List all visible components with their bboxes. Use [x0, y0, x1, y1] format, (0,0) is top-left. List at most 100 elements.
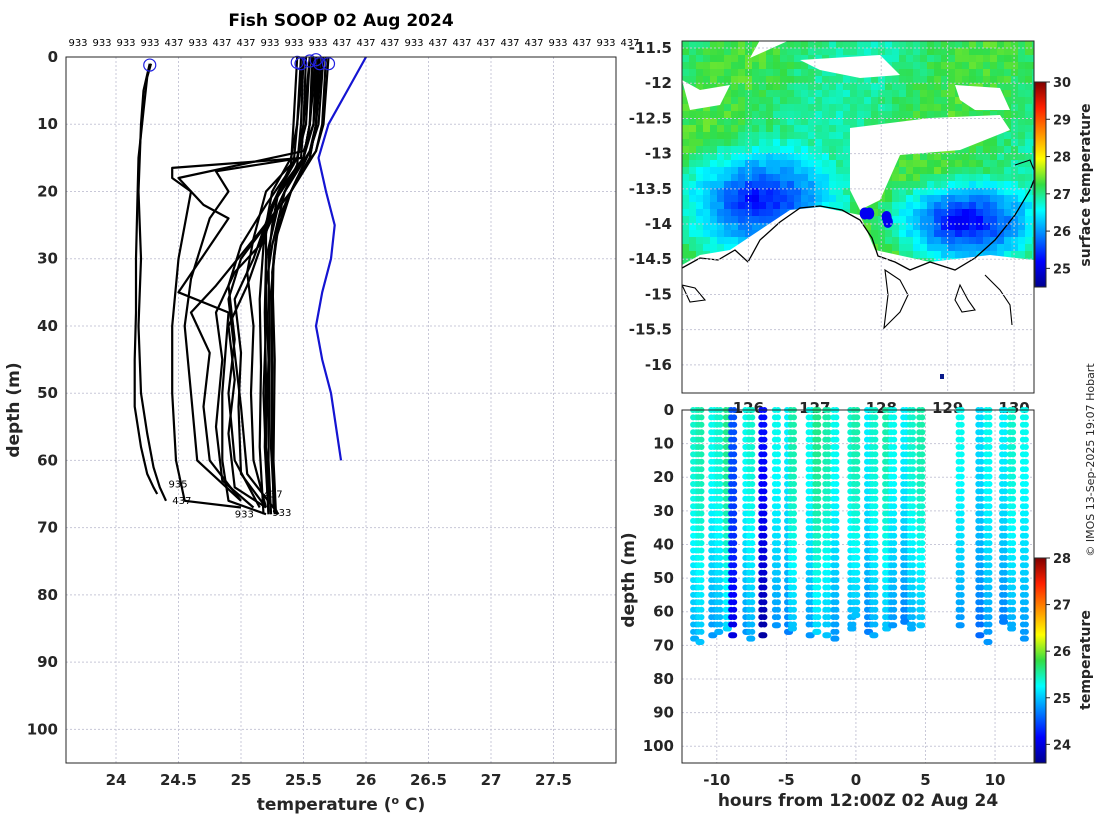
cast-point	[1022, 481, 1029, 487]
sst-cell	[948, 83, 955, 90]
sst-cell	[1025, 181, 1032, 188]
sst-cell	[878, 76, 885, 83]
sst-cell	[892, 244, 899, 251]
cast-point	[919, 599, 926, 606]
cast-point	[1022, 451, 1029, 458]
cast-point	[1002, 429, 1009, 436]
sst-cell	[843, 181, 850, 188]
sst-cell	[906, 97, 913, 104]
cast-point	[787, 606, 794, 613]
sst-cell	[850, 41, 857, 48]
cast-point	[983, 429, 990, 436]
sst-cell	[752, 146, 759, 153]
cast-point	[983, 621, 990, 628]
sst-cell	[731, 174, 738, 181]
cast-point	[978, 562, 985, 569]
cast-point	[919, 554, 926, 561]
y-tick-label: 20	[653, 468, 674, 486]
sst-cell	[1032, 139, 1034, 146]
cast-point	[728, 488, 735, 495]
sst-cell	[703, 76, 710, 83]
sst-cell	[885, 83, 892, 90]
sst-cell	[1011, 69, 1018, 76]
sst-cell	[801, 97, 808, 104]
sst-cell	[962, 251, 969, 258]
sst-cell	[920, 216, 927, 223]
sst-cell	[934, 216, 941, 223]
x-tick-label: 27.5	[535, 771, 572, 789]
x-tick-label: 25.5	[285, 771, 322, 789]
sst-cell	[696, 146, 703, 153]
cast-point	[1022, 488, 1029, 495]
sst-cell	[920, 97, 927, 104]
top-label: 437	[332, 38, 351, 49]
sst-cell	[710, 237, 717, 244]
cast-point	[728, 591, 735, 598]
sst-cell	[731, 111, 738, 118]
sst-cell	[1018, 76, 1025, 83]
sst-cell	[1025, 118, 1032, 125]
sst-cell	[934, 62, 941, 69]
sst-cell	[983, 209, 990, 216]
cast-point	[746, 562, 753, 569]
sst-cell	[1025, 174, 1032, 181]
sst-cell	[990, 195, 997, 202]
sst-cell	[941, 167, 948, 174]
cast-point	[761, 488, 768, 495]
sst-cell	[990, 202, 997, 209]
sst-cell	[983, 174, 990, 181]
colorbar-tick-label: 27	[1053, 599, 1071, 614]
sst-cell	[955, 111, 962, 118]
sst-cell	[1032, 160, 1034, 167]
sst-cell	[829, 202, 836, 209]
sst-cell	[738, 118, 745, 125]
sst-cell	[689, 139, 696, 146]
sst-cell	[801, 83, 808, 90]
sst-cell	[682, 223, 689, 230]
sst-cell	[892, 223, 899, 230]
cast-point	[1007, 577, 1014, 584]
sst-cell	[990, 181, 997, 188]
sst-cell	[941, 69, 948, 76]
sst-cell	[759, 62, 766, 69]
sst-cell	[969, 251, 976, 258]
sst-cell	[815, 69, 822, 76]
sst-cell	[717, 230, 724, 237]
sst-cell	[710, 195, 717, 202]
sst-cell	[913, 237, 920, 244]
cast-point	[761, 584, 768, 591]
sst-cell	[724, 174, 731, 181]
sst-cell	[1025, 97, 1032, 104]
sst-cell	[934, 188, 941, 195]
cast-point	[955, 599, 962, 606]
sst-cell	[696, 223, 703, 230]
cast-point	[906, 444, 913, 450]
sst-cell	[829, 125, 836, 132]
sst-cell	[738, 41, 745, 48]
cast-point	[983, 495, 990, 502]
sst-cell	[766, 69, 773, 76]
cast-point	[1002, 510, 1009, 517]
cast-point	[978, 414, 985, 421]
sst-cell	[766, 48, 773, 55]
sst-cell	[829, 139, 836, 146]
sst-cell	[773, 76, 780, 83]
cast-point	[825, 429, 832, 436]
sst-cell	[941, 244, 948, 251]
sst-cell	[724, 48, 731, 55]
sst-cell	[878, 41, 885, 48]
sst-cell	[738, 104, 745, 111]
sst-cell	[962, 202, 969, 209]
sst-cell	[1004, 132, 1011, 139]
sst-cell	[850, 111, 857, 118]
cast-point	[851, 481, 858, 487]
top-label: 437	[620, 38, 639, 49]
sst-cell	[822, 48, 829, 55]
sst-cell	[808, 181, 815, 188]
cast-point	[714, 584, 721, 591]
sst-cell	[710, 146, 717, 153]
sst-cell	[969, 237, 976, 244]
sst-cell	[1004, 174, 1011, 181]
sst-cell	[738, 111, 745, 118]
cast-point	[1022, 510, 1029, 517]
